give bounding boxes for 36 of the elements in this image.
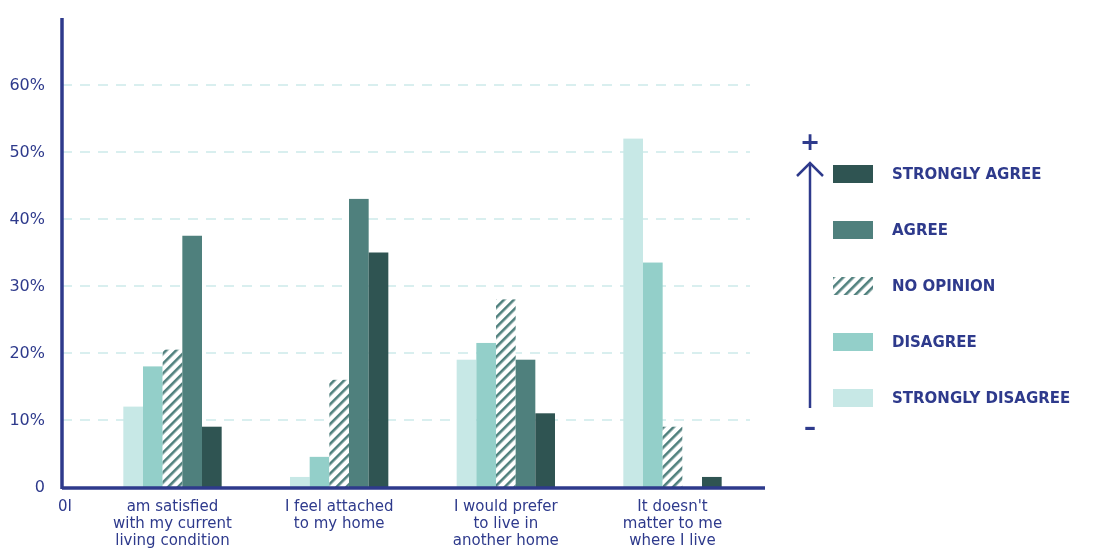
legend-label: STRONGLY AGREE <box>892 164 1042 183</box>
bar <box>143 366 163 487</box>
y-tick-label: 40% <box>9 208 45 228</box>
bar <box>456 359 477 487</box>
x-tick-label: I would prefer to live in another home <box>452 497 559 549</box>
bar <box>182 235 202 487</box>
bar <box>496 299 516 487</box>
bar <box>202 426 222 487</box>
text: 0I <box>58 497 72 515</box>
y-tick-label: 60% <box>9 74 45 94</box>
bar <box>162 349 183 487</box>
bar <box>662 426 683 487</box>
x-tick-label: am satisfied with my current living condition <box>113 497 233 549</box>
x-tick-label: I feel attached to my home <box>284 497 394 532</box>
bar <box>349 198 369 487</box>
bar <box>702 476 722 487</box>
y-tick-label: 20% <box>9 342 45 362</box>
legend-label: DISAGREE <box>892 332 977 351</box>
bar <box>515 359 536 487</box>
x-tick-label: It doesn't matter to me where I live <box>622 497 723 549</box>
bar <box>329 379 349 487</box>
bar <box>290 476 310 487</box>
y-tick-label: 50% <box>9 141 45 161</box>
bar <box>309 456 330 487</box>
y-tick-label: 0 <box>34 476 45 496</box>
bar <box>476 342 496 487</box>
text: – <box>804 413 816 441</box>
text: + <box>799 128 821 156</box>
legend-label: AGREE <box>892 220 948 239</box>
y-tick-label: 10% <box>9 409 45 429</box>
bar <box>535 413 555 487</box>
legend-label: NO OPINION <box>892 276 996 295</box>
legend-label: STRONGLY DISAGREE <box>892 388 1071 407</box>
bar <box>643 262 663 487</box>
y-tick-label: 30% <box>9 275 45 295</box>
bar <box>368 252 389 487</box>
